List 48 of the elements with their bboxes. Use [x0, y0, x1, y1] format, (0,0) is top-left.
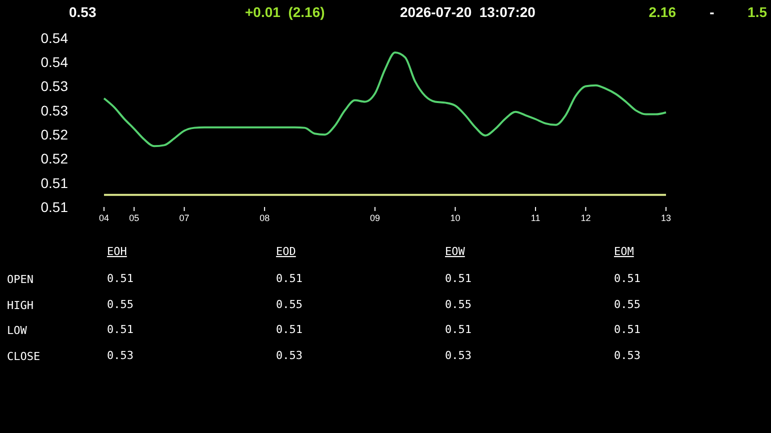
text: 2026-07-20 13:07:20 [400, 4, 536, 20]
data-label: 0.53 [107, 349, 134, 362]
data-label: 0.51 [107, 323, 134, 336]
x-tick-label: 04 [98, 213, 110, 223]
data-label: 0.55 [445, 298, 472, 311]
y-tick-label: CLOSE [7, 350, 40, 363]
y-tick-label: 0.54 [40, 54, 68, 70]
x-tick-label: EOD [276, 245, 296, 258]
y-tick-label: 0.51 [40, 174, 68, 191]
line-series [103, 51, 667, 148]
y-tick-label: OPEN [7, 273, 34, 286]
data-label: 0.51 [445, 323, 472, 336]
data-label: 0.51 [445, 272, 472, 285]
y-tick-label: 0.53 [40, 78, 68, 94]
y-tick-label: 0.54 [40, 30, 68, 46]
data-label: 0.53 [614, 349, 640, 362]
x-tick-label: 10 [450, 213, 460, 223]
y-tick-label: 0.51 [40, 198, 68, 215]
data-label: 0.55 [107, 298, 134, 311]
data-label: 0.53 [445, 349, 472, 362]
data-label: 0.51 [276, 272, 302, 285]
x-tick-label: 12 [580, 213, 591, 223]
y-tick-label: 0.53 [40, 102, 68, 118]
x-tick-label: 09 [370, 213, 380, 223]
x-tick-label: EOM [614, 245, 634, 258]
x-tick-label: 07 [179, 213, 190, 223]
data-label: 0.51 [614, 323, 640, 336]
data-label: 0.53 [276, 349, 302, 362]
x-tick-label: 13 [660, 213, 672, 223]
text: - [710, 4, 715, 20]
x-tick-label: 08 [260, 213, 270, 223]
data-label: 0.55 [614, 298, 640, 311]
data-label: 0.51 [107, 272, 134, 285]
y-tick-label: HIGH [7, 299, 34, 312]
data-label: 0.51 [276, 323, 302, 336]
data-label: 0.55 [276, 298, 302, 311]
text: 1.5 [748, 4, 768, 20]
y-tick-label: LOW [7, 324, 28, 337]
text: +0.01 (2.16) [245, 4, 325, 20]
y-tick-label: 0.52 [40, 126, 68, 142]
chart-title: 0.53 [69, 4, 96, 20]
x-tick-label: EOW [445, 245, 466, 258]
x-tick-label: 11 [530, 213, 540, 223]
data-label: 0.51 [614, 272, 640, 285]
y-tick-label: 0.52 [40, 150, 68, 167]
x-tick-label: 05 [129, 213, 140, 223]
x-tick-label: EOH [107, 245, 127, 258]
text: 2.16 [648, 4, 676, 20]
